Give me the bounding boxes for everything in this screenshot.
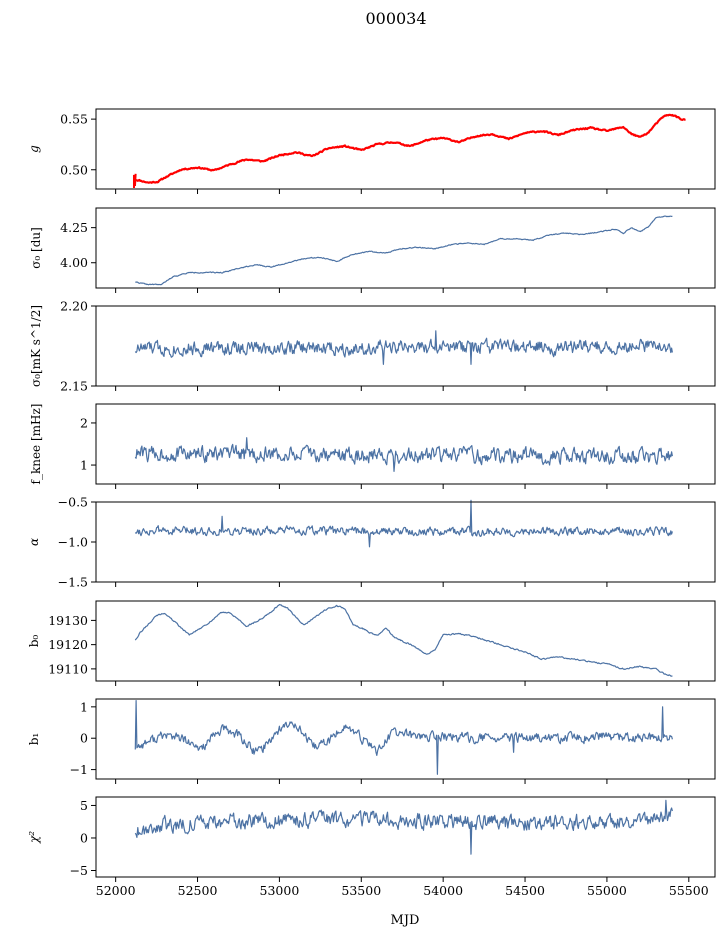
y-tick-label: 19120 bbox=[48, 637, 88, 652]
series-line-fknee bbox=[134, 437, 673, 472]
axes-frame bbox=[95, 305, 716, 387]
x-axis-label: MJD bbox=[391, 913, 420, 928]
y-tick-label: 19130 bbox=[48, 613, 88, 628]
y-tick-label: 2.15 bbox=[60, 379, 88, 394]
y-axis-label-fknee: f_knee [mHz] bbox=[29, 404, 43, 485]
panel-chi2: −5 0 5 52000 52500 53000 53500 54000 54500 55000 5… bbox=[27, 796, 716, 898]
x-tick-label: 52000 bbox=[96, 883, 136, 898]
x-tick-label: 54500 bbox=[505, 883, 545, 898]
series-line-sigma0_du bbox=[135, 215, 673, 286]
axes-frame bbox=[95, 698, 716, 780]
x-tick-label: 55500 bbox=[669, 883, 709, 898]
y-tick-label: 1 bbox=[80, 699, 88, 714]
y-axis-label-sigma0_mk: σ₀[mK s^1/2] bbox=[29, 305, 43, 387]
x-tick-label: 53000 bbox=[260, 883, 300, 898]
y-axis-label-chi2: χ² bbox=[27, 831, 41, 844]
y-tick-label: 0 bbox=[80, 830, 88, 845]
series-line-sigma0_mk bbox=[134, 330, 673, 365]
y-tick-label: 0 bbox=[80, 731, 88, 746]
y-tick-label: −0.5 bbox=[58, 495, 88, 510]
y-tick-label: −1.0 bbox=[58, 535, 88, 550]
x-tick-label: 55000 bbox=[587, 883, 627, 898]
panel-b1: −1 0 1 b₁ bbox=[27, 698, 716, 784]
y-tick-label: −5 bbox=[70, 863, 88, 878]
model-overlay-spike bbox=[132, 173, 137, 188]
x-tick-label: 54000 bbox=[423, 883, 463, 898]
panel-fknee: 1 2 f_knee [mHz] bbox=[29, 403, 716, 489]
y-axis-label-g: g bbox=[27, 145, 41, 153]
y-axis-label-b1: b₁ bbox=[27, 733, 41, 746]
y-axis-label-sigma0_du: σ₀ [du] bbox=[29, 227, 43, 269]
panel-g: 0.50 0.55 g bbox=[27, 108, 716, 194]
x-tick-label: 52500 bbox=[178, 883, 218, 898]
y-axis-label-alpha: α bbox=[27, 538, 41, 546]
panel-b0: 19110 19120 19130 b₀ bbox=[27, 600, 716, 686]
axes-frame bbox=[95, 501, 716, 583]
panel-sigma0_mk: 2.15 2.20 σ₀[mK s^1/2] bbox=[29, 299, 716, 394]
series-line-b0 bbox=[134, 603, 673, 677]
y-tick-label: 2.20 bbox=[60, 299, 88, 314]
axes-frame bbox=[95, 207, 716, 289]
figure-title: 000034 bbox=[365, 9, 426, 28]
y-tick-label: 4.25 bbox=[60, 220, 88, 235]
axes-frame bbox=[95, 600, 716, 682]
panels-group: 0.50 0.55 g 4.00 4.25 σ₀ [du] 2.15 2.20 σ₀[mK s^… bbox=[27, 108, 716, 898]
y-tick-label: 5 bbox=[80, 798, 88, 813]
series-line-g bbox=[135, 114, 686, 184]
series-line-chi2 bbox=[134, 799, 673, 855]
panel-alpha: −1.5 −1.0 −0.5 α bbox=[27, 495, 716, 590]
axes-frame bbox=[95, 796, 716, 878]
series-line-alpha bbox=[134, 499, 673, 548]
axes-frame bbox=[95, 403, 716, 485]
y-tick-label: 4.00 bbox=[60, 255, 88, 270]
x-tick-label: 53500 bbox=[341, 883, 381, 898]
y-axis-label-b0: b₀ bbox=[27, 635, 41, 648]
y-tick-label: −1 bbox=[70, 762, 88, 777]
y-tick-label: 1 bbox=[80, 458, 88, 473]
model-overlay-line bbox=[134, 113, 686, 184]
y-tick-label: 0.50 bbox=[60, 162, 88, 177]
panel-sigma0_du: 4.00 4.25 σ₀ [du] bbox=[29, 207, 716, 293]
y-tick-label: −1.5 bbox=[58, 575, 88, 590]
y-tick-label: 0.55 bbox=[60, 112, 88, 127]
y-tick-label: 2 bbox=[80, 415, 88, 430]
series-line-b1 bbox=[134, 700, 673, 775]
axes-frame bbox=[95, 108, 716, 190]
y-tick-label: 19110 bbox=[48, 661, 88, 676]
